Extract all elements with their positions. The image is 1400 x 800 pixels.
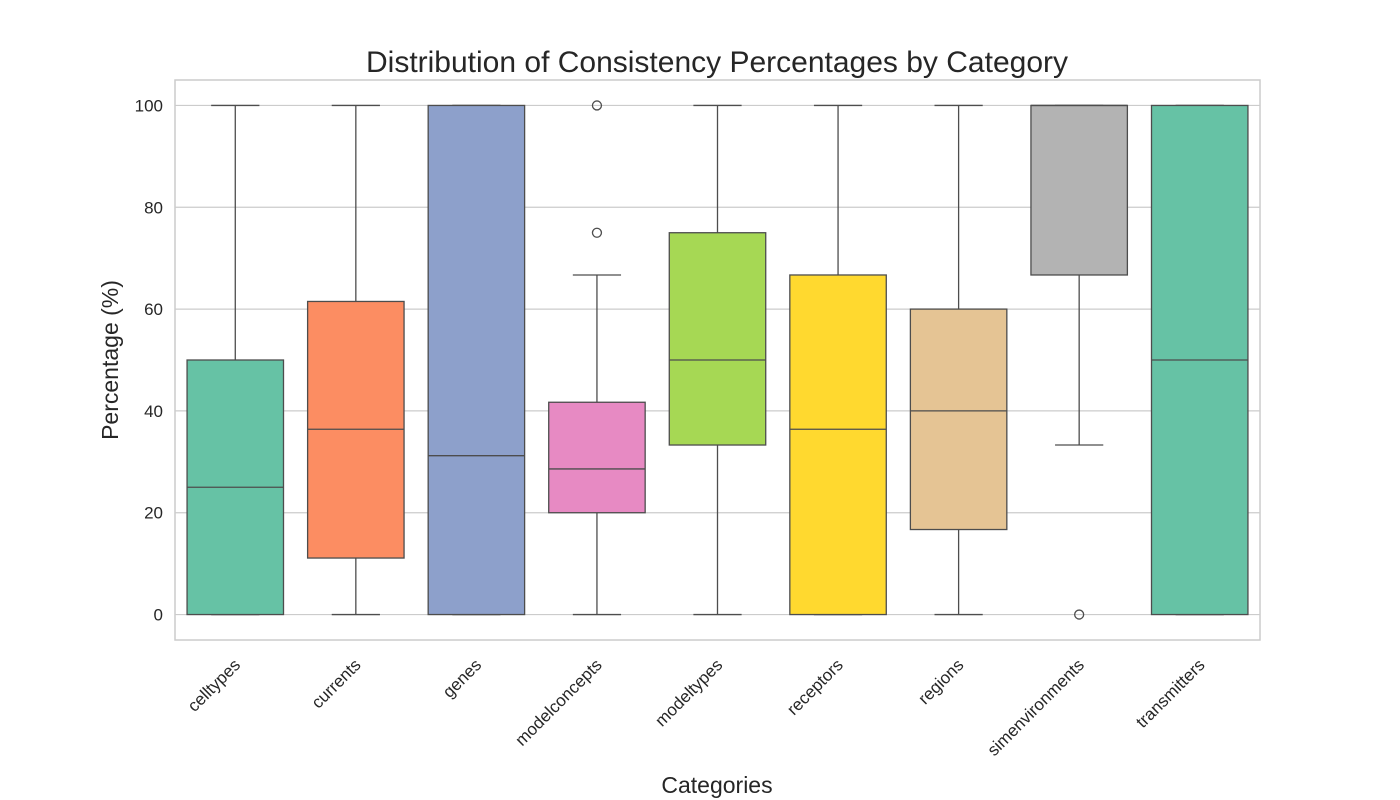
y-tick-label-100: 100 bbox=[135, 96, 163, 115]
box-genes bbox=[427, 104, 526, 616]
box-body bbox=[427, 104, 526, 616]
box-body bbox=[1030, 104, 1129, 276]
x-tick-label-transmitters: transmitters bbox=[1132, 655, 1208, 731]
x-tick-label-regions: regions bbox=[915, 655, 968, 708]
box-modelconcepts bbox=[548, 100, 646, 616]
x-tick-label-currents: currents bbox=[308, 655, 365, 712]
x-tick-label-celltypes: celltypes bbox=[184, 655, 244, 715]
y-tick-label-60: 60 bbox=[144, 300, 163, 319]
box-celltypes bbox=[186, 104, 285, 616]
box-regions bbox=[909, 104, 1008, 616]
box-body bbox=[548, 401, 646, 514]
outlier-point bbox=[1074, 609, 1085, 620]
x-tick-label-modelconcepts: modelconcepts bbox=[511, 655, 605, 749]
y-axis-label: Percentage (%) bbox=[97, 280, 123, 440]
x-tick-label-modeltypes: modeltypes bbox=[651, 655, 726, 730]
boxes bbox=[186, 100, 1249, 620]
box-transmitters bbox=[1150, 104, 1249, 616]
x-tick-label-simenvironments: simenvironments bbox=[984, 655, 1088, 759]
x-axis-label: Categories bbox=[661, 772, 772, 798]
box-receptors bbox=[789, 104, 887, 616]
x-tick-label-genes: genes bbox=[439, 655, 485, 701]
x-axis-ticks: celltypes currents genes modelconcepts model… bbox=[184, 655, 1209, 759]
box-body bbox=[668, 232, 767, 446]
chart-title: Distribution of Consistency Percentages … bbox=[366, 46, 1068, 79]
box-modeltypes bbox=[668, 104, 767, 616]
box-body bbox=[789, 274, 887, 616]
outlier-point bbox=[591, 227, 603, 238]
y-tick-label-40: 40 bbox=[144, 402, 163, 421]
y-tick-label-20: 20 bbox=[144, 504, 163, 523]
outlier-point bbox=[591, 100, 603, 111]
y-axis-ticks: 0 20 40 60 80 100 bbox=[135, 96, 163, 624]
box-body bbox=[909, 308, 1008, 531]
box-currents bbox=[306, 104, 405, 616]
y-tick-label-80: 80 bbox=[144, 198, 163, 217]
x-tick-label-receptors: receptors bbox=[783, 655, 847, 719]
box-simenvironments bbox=[1030, 104, 1129, 620]
y-tick-label-0: 0 bbox=[154, 606, 163, 625]
